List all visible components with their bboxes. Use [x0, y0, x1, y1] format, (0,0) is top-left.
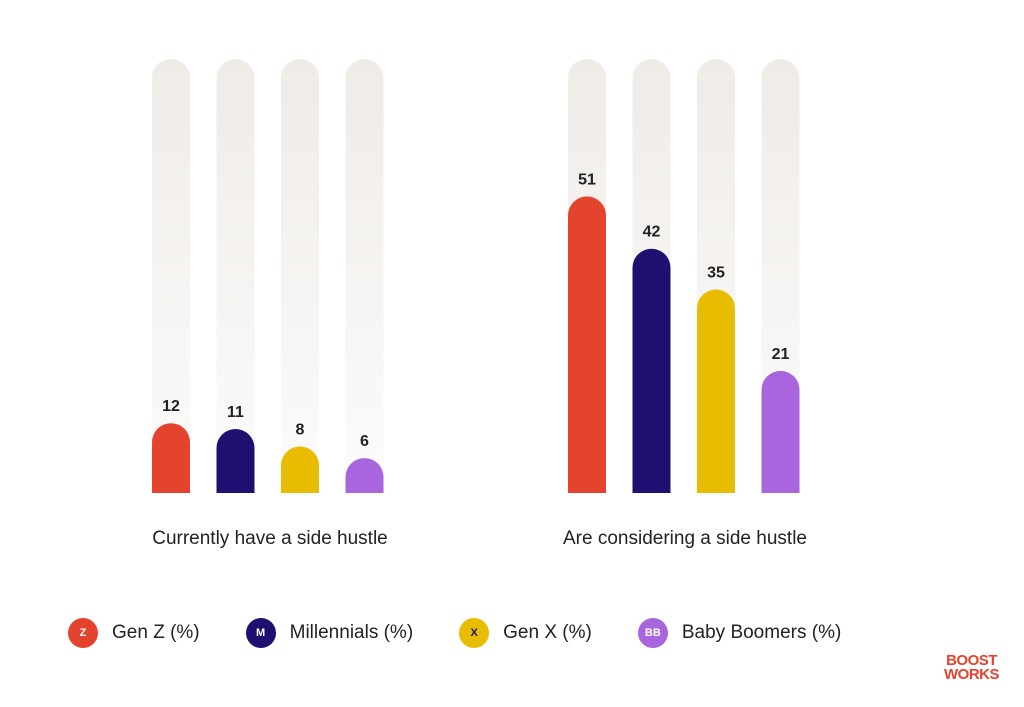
bar [697, 289, 735, 493]
legend-label: Gen X (%) [503, 622, 592, 643]
data-label: 6 [360, 433, 369, 450]
legend: Z Gen Z (%) M Millennials (%) X Gen X (%… [68, 618, 887, 648]
boostworks-logo: BOOST WORKS [944, 652, 1000, 683]
data-label: 51 [578, 171, 596, 188]
data-label: 21 [772, 346, 790, 363]
legend-item-gen-x: X Gen X (%) [459, 618, 592, 648]
legend-item-millennials: M Millennials (%) [245, 618, 414, 648]
bar [632, 248, 671, 493]
bar-track [152, 59, 190, 493]
bar-track [281, 59, 319, 493]
data-label: 8 [296, 421, 305, 438]
legend-item-gen-z: Z Gen Z (%) [68, 618, 200, 648]
data-label: 35 [707, 264, 725, 281]
bar [152, 423, 190, 493]
bar-track [345, 59, 384, 493]
bar-chart: 12 11 8 6 51 42 35 21 [152, 59, 800, 493]
bar [345, 458, 384, 493]
baby-boomers-badge-icon: BB [637, 618, 668, 648]
legend-label: Gen Z (%) [112, 622, 200, 643]
group-label-considering: Are considering a side hustle [563, 528, 807, 549]
logo-line-1: BOOST [946, 652, 997, 669]
millennials-badge-icon: M [245, 618, 276, 648]
data-label: 42 [643, 224, 661, 241]
bar [216, 429, 255, 493]
bar [761, 370, 800, 493]
group-label-current: Currently have a side hustle [152, 528, 388, 549]
bar [281, 446, 319, 493]
data-label: 12 [162, 398, 180, 415]
data-label: 11 [227, 404, 244, 421]
legend-label: Millennials (%) [289, 622, 414, 643]
gen-x-badge-icon: X [459, 618, 490, 648]
legend-item-baby-boomers: BB Baby Boomers (%) [637, 618, 842, 648]
bar-track [216, 59, 255, 493]
legend-label: Baby Boomers (%) [681, 622, 842, 643]
bar [568, 196, 606, 493]
logo-line-2: WORKS [944, 666, 1000, 683]
gen-z-badge-icon: Z [68, 618, 98, 648]
